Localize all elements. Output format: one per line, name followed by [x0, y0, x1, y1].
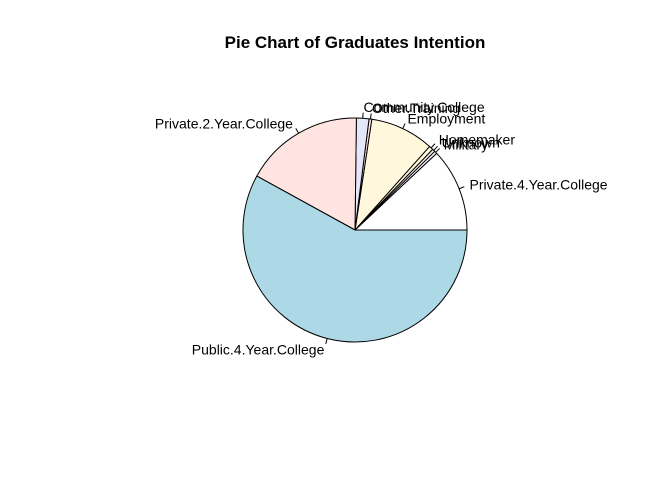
pie-slice-private-2-year-college	[256, 117, 357, 231]
slice-label-employment: Employment	[407, 111, 485, 127]
leader-line-private-4-year-college	[458, 186, 465, 190]
leader-line-unknown	[433, 145, 438, 151]
leader-line-employment	[402, 123, 406, 129]
slice-label-unknown: Unknown	[442, 134, 500, 150]
slice-label-homemaker: Homemaker	[439, 132, 516, 148]
label-leaders	[295, 112, 465, 345]
slice-label-private-2-year-college: Private.2.Year.College	[155, 116, 293, 132]
chart-title: Pie Chart of Graduates Intention	[225, 33, 486, 52]
pie-slices	[242, 117, 468, 343]
slice-label-other-training: Other.Training	[372, 100, 460, 116]
slice-labels: Private.4.Year.College MilitaryUnknownHom…	[155, 99, 608, 357]
pie-slice-public-4-year-college	[242, 175, 468, 343]
leader-line-homemaker	[430, 143, 436, 149]
slice-label-community-college: Community.College	[364, 99, 485, 115]
slice-label-public-4-year-college: Public.4.Year.College	[192, 341, 325, 357]
slice-label-military: Military	[444, 137, 488, 153]
leader-line-public-4-year-college	[325, 338, 328, 345]
slice-label-private-4-year-college: Private.4.Year.College	[470, 177, 608, 193]
leader-line-private-2-year-college	[295, 128, 300, 134]
leader-line-other-training	[369, 113, 372, 120]
leader-line-military	[435, 148, 441, 153]
